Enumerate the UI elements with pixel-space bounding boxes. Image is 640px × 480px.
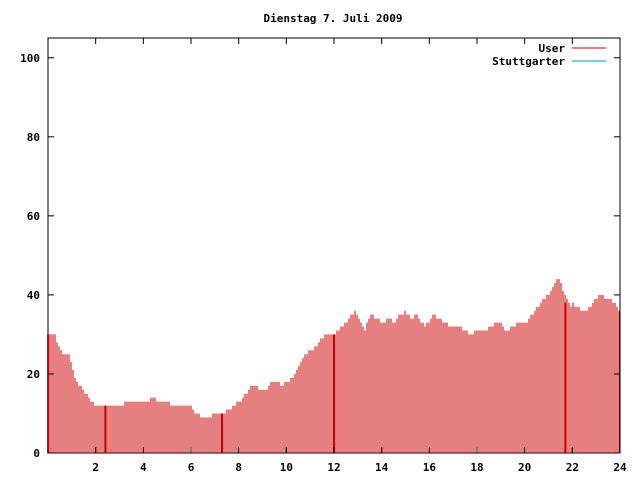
- x-tick-label: 12: [327, 461, 340, 474]
- x-tick-label: 10: [280, 461, 293, 474]
- x-tick-label: 20: [518, 461, 531, 474]
- x-axis: 2 4 6 8 10 12 14 16 18 20 22 24: [92, 38, 627, 474]
- y-tick-label: 0: [33, 447, 40, 460]
- x-tick-label: 24: [613, 461, 627, 474]
- y-axis: 0 20 40 60 80 100: [20, 52, 620, 460]
- x-tick-label: 18: [470, 461, 483, 474]
- y-tick-label: 20: [27, 368, 40, 381]
- x-tick-label: 22: [566, 461, 579, 474]
- chart-title: Dienstag 7. Juli 2009: [263, 12, 402, 25]
- x-tick-label: 2: [92, 461, 99, 474]
- x-tick-label: 6: [188, 461, 195, 474]
- x-tick-label: 14: [375, 461, 389, 474]
- legend-label: User: [539, 42, 566, 55]
- x-tick-label: 16: [423, 461, 437, 474]
- y-tick-label: 80: [27, 131, 40, 144]
- y-tick-label: 40: [27, 289, 40, 302]
- y-tick-label: 60: [27, 210, 40, 223]
- legend-label: Stuttgarter: [492, 55, 565, 68]
- bars-layer: [47, 279, 620, 453]
- y-tick-label: 100: [20, 52, 40, 65]
- x-tick-label: 4: [140, 461, 147, 474]
- x-tick-label: 8: [235, 461, 242, 474]
